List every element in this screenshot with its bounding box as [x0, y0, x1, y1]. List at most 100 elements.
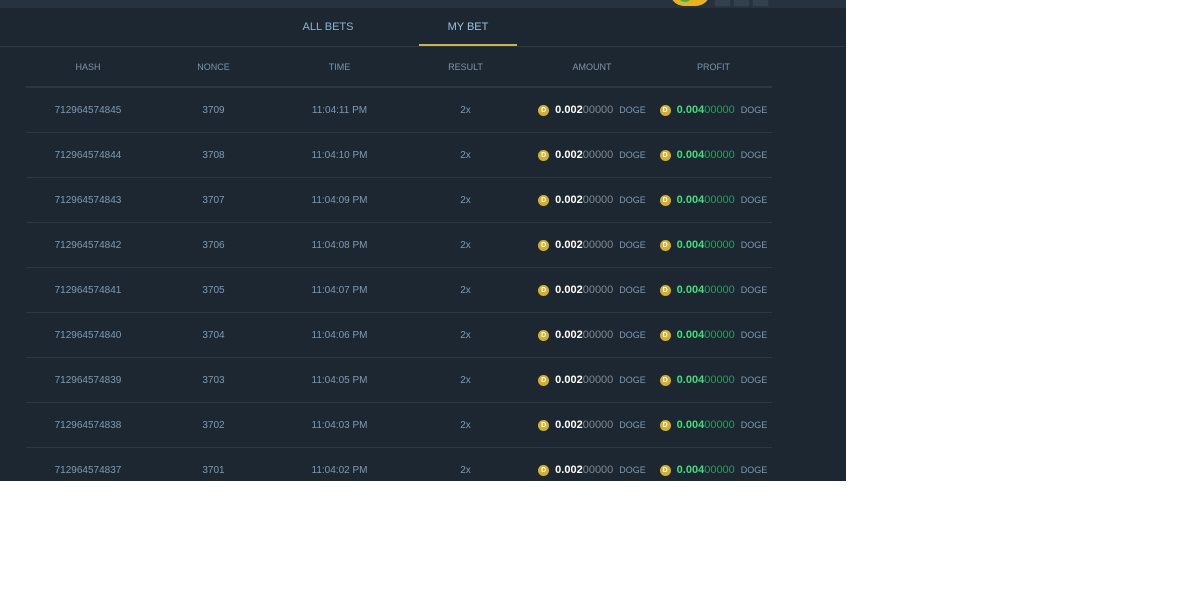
amount-trailing-zeros: 00000	[582, 464, 614, 476]
time-cell: 11:04:07 PM	[277, 267, 402, 313]
nonce-cell: 3702	[150, 402, 277, 448]
profit-value: 0.004	[676, 464, 705, 476]
nonce-cell: 3703	[150, 357, 277, 403]
amount-value: 0.002	[555, 374, 583, 386]
column-header-hash: HASH	[26, 48, 150, 88]
profit-cell: D 0.00400000 DOGE	[655, 177, 772, 223]
doge-coin-icon: D	[538, 149, 550, 161]
profit-trailing-zeros: 00000	[704, 329, 735, 341]
table-row: 712964574843 3707 11:04:09 PM 2x D 0.0020…	[26, 177, 772, 223]
result-cell: 2x	[402, 267, 529, 313]
time-cell: 11:04:11 PM	[277, 87, 402, 133]
profit-cell: D 0.00400000 DOGE	[655, 87, 772, 133]
amount-cell: D 0.00200000 DOGE	[529, 132, 655, 178]
toolbar-button[interactable]	[733, 0, 750, 7]
table-row: 712964574841 3705 11:04:07 PM 2x D 0.0020…	[26, 267, 772, 313]
result-cell: 2x	[402, 447, 529, 481]
doge-coin-icon: D	[538, 194, 550, 206]
currency-label: DOGE	[619, 420, 646, 430]
hash-cell[interactable]: 712964574842	[26, 222, 150, 268]
time-cell: 11:04:06 PM	[277, 312, 402, 358]
hash-cell[interactable]: 712964574844	[26, 132, 150, 178]
profit-value: 0.004	[676, 149, 705, 161]
hash-cell[interactable]: 712964574839	[26, 357, 150, 403]
doge-coin-icon: D	[659, 149, 671, 161]
amount-value: 0.002	[555, 419, 583, 431]
result-cell: 2x	[402, 132, 529, 178]
amount-value: 0.002	[555, 149, 583, 161]
profit-cell: D 0.00400000 DOGE	[655, 222, 772, 268]
doge-coin-icon: D	[538, 419, 550, 431]
doge-coin-icon: D	[659, 104, 671, 116]
amount-cell: D 0.00200000 DOGE	[529, 222, 655, 268]
doge-coin-icon: D	[659, 284, 671, 296]
time-cell: 11:04:05 PM	[277, 357, 402, 403]
time-cell: 11:04:10 PM	[277, 132, 402, 178]
amount-cell: D 0.00200000 DOGE	[529, 87, 655, 133]
amount-cell: D 0.00200000 DOGE	[529, 402, 655, 448]
profit-value: 0.004	[676, 104, 705, 116]
result-cell: 2x	[402, 222, 529, 268]
amount-value: 0.002	[555, 284, 583, 296]
amount-value: 0.002	[555, 329, 583, 341]
profit-value: 0.004	[676, 329, 705, 341]
hash-cell[interactable]: 712964574845	[26, 87, 150, 133]
currency-label: DOGE	[740, 420, 768, 430]
doge-coin-icon: D	[659, 419, 671, 431]
doge-coin-icon: D	[659, 194, 671, 206]
currency-label: DOGE	[619, 105, 646, 115]
table-row: 712964574840 3704 11:04:06 PM 2x D 0.0020…	[26, 312, 772, 358]
amount-trailing-zeros: 00000	[582, 374, 614, 386]
hash-cell[interactable]: 712964574838	[26, 402, 150, 448]
column-header-time: TIME	[277, 48, 402, 88]
column-header-nonce: NONCE	[150, 48, 277, 88]
doge-coin-icon: D	[659, 464, 671, 476]
amount-value: 0.002	[555, 239, 583, 251]
currency-label: DOGE	[619, 285, 646, 295]
profit-trailing-zeros: 00000	[704, 419, 735, 431]
tab-my-bet[interactable]: MY BET	[419, 21, 517, 46]
profit-trailing-zeros: 00000	[704, 104, 735, 116]
toolbar-button[interactable]	[714, 0, 731, 7]
doge-coin-icon: D	[538, 374, 550, 386]
amount-cell: D 0.00200000 DOGE	[529, 177, 655, 223]
table-row: 712964574839 3703 11:04:05 PM 2x D 0.0020…	[26, 357, 772, 403]
amount-cell: D 0.00200000 DOGE	[529, 267, 655, 313]
profit-cell: D 0.00400000 DOGE	[655, 402, 772, 448]
currency-label: DOGE	[740, 375, 768, 385]
time-cell: 11:04:09 PM	[277, 177, 402, 223]
currency-label: DOGE	[619, 150, 646, 160]
table-row: 712964574842 3706 11:04:08 PM 2x D 0.0020…	[26, 222, 772, 268]
nonce-cell: 3701	[150, 447, 277, 481]
time-cell: 11:04:03 PM	[277, 402, 402, 448]
amount-trailing-zeros: 00000	[582, 104, 614, 116]
bets-table: HASH NONCE TIME RESULT AMOUNT PROFIT 712…	[26, 48, 772, 481]
profit-cell: D 0.00400000 DOGE	[655, 447, 772, 481]
time-cell: 11:04:08 PM	[277, 222, 402, 268]
result-cell: 2x	[402, 177, 529, 223]
doge-coin-icon: D	[538, 464, 550, 476]
time-cell: 11:04:02 PM	[277, 447, 402, 481]
profit-trailing-zeros: 00000	[704, 374, 735, 386]
doge-coin-icon: D	[538, 104, 550, 116]
amount-cell: D 0.00200000 DOGE	[529, 357, 655, 403]
amount-cell: D 0.00200000 DOGE	[529, 447, 655, 481]
profit-trailing-zeros: 00000	[704, 284, 735, 296]
profit-cell: D 0.00400000 DOGE	[655, 312, 772, 358]
toolbar-button[interactable]	[752, 0, 769, 7]
doge-coin-icon: D	[659, 329, 671, 341]
doge-coin-icon: D	[538, 239, 550, 251]
table-row: 712964574838 3702 11:04:03 PM 2x D 0.0020…	[26, 402, 772, 448]
hash-cell[interactable]: 712964574841	[26, 267, 150, 313]
doge-coin-icon: D	[659, 239, 671, 251]
amount-value: 0.002	[555, 194, 583, 206]
amount-trailing-zeros: 00000	[582, 284, 614, 296]
hash-cell[interactable]: 712964574843	[26, 177, 150, 223]
currency-label: DOGE	[740, 465, 768, 475]
amount-value: 0.002	[555, 464, 583, 476]
tab-all-bets[interactable]: ALL BETS	[302, 21, 354, 33]
nonce-cell: 3706	[150, 222, 277, 268]
hash-cell[interactable]: 712964574840	[26, 312, 150, 358]
hash-cell[interactable]: 712964574837	[26, 447, 150, 481]
top-bar	[0, 0, 846, 8]
